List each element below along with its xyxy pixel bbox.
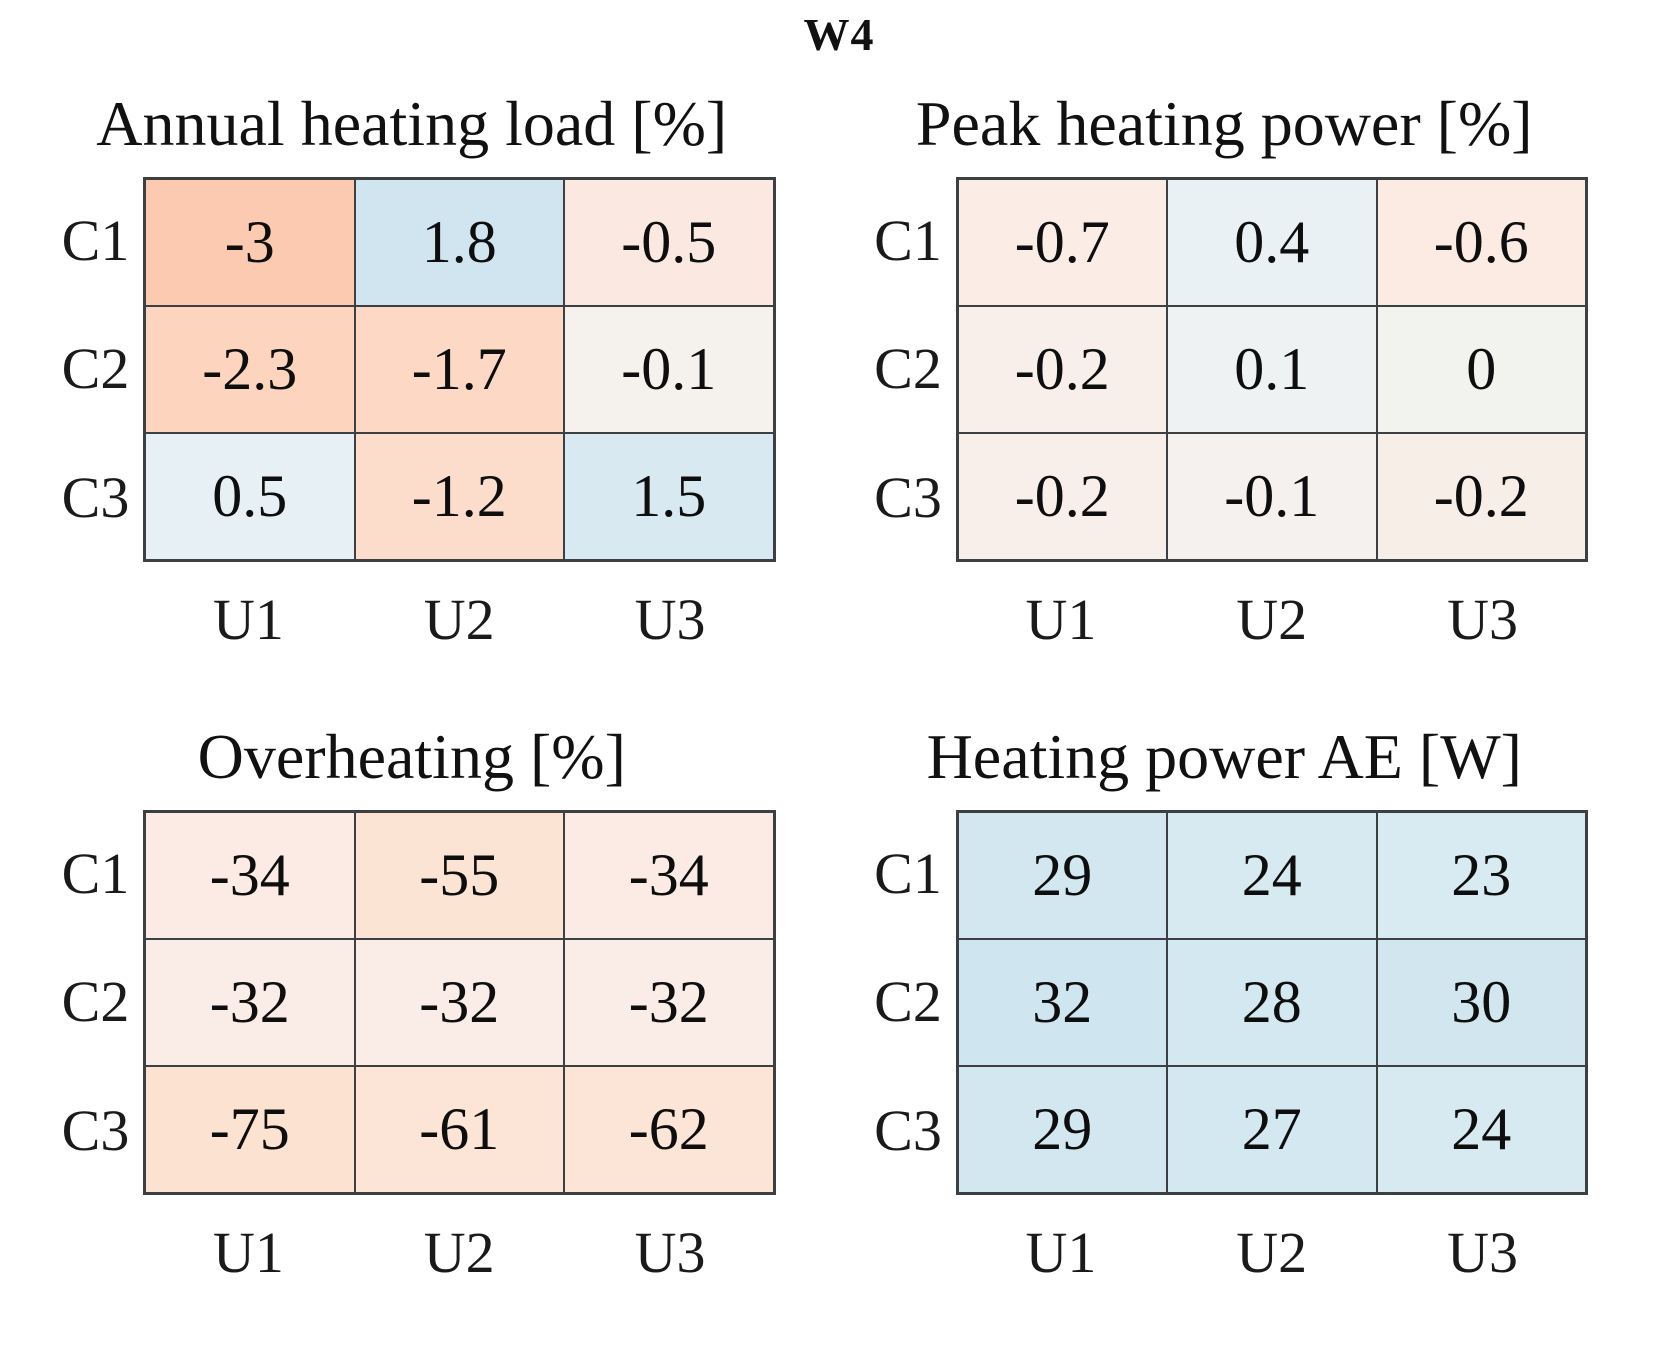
heatmap-grid: -3 1.8 -0.5 -2.3 -1.7 -0.1 0.5 -1.2 1.5	[143, 177, 776, 562]
heatmap-cell-c1-u2: 0.4	[1168, 180, 1376, 305]
heatmap-cell-c1-u2: 1.8	[355, 180, 563, 305]
heatmap-cell-c3-u1: -75	[146, 1067, 354, 1192]
panel-title-heating-power-ae: Heating power AE [W]	[926, 721, 1522, 792]
heatmap-cell-c1-u2: -55	[355, 813, 563, 938]
corner-spacer	[48, 562, 143, 668]
heatmap-cell-c2-u1: -0.2	[958, 307, 1166, 432]
heatmap-cell-c1-u3: -34	[565, 813, 773, 938]
heatmap-grid: -34 -55 -34 -32 -32 -32 -75 -61 -62	[143, 810, 776, 1195]
heatmap-cell-c3-u2: -0.1	[1168, 434, 1376, 559]
col-label-u2: U2	[423, 587, 495, 652]
col-label-u1: U1	[1025, 1220, 1097, 1285]
row-label-c3: C3	[874, 1097, 942, 1163]
panel-title-annual-heating-load: Annual heating load [%]	[96, 88, 728, 159]
figure-title: W4	[803, 9, 875, 60]
row-label-c2: C2	[61, 336, 130, 402]
col-label-u1: U1	[1025, 587, 1097, 652]
panel-annual-heating-load: Annual heating load [%] C1 C2 C3 -3 1.8 …	[48, 87, 776, 668]
row-label-c3: C3	[874, 464, 942, 530]
heatmap-cell-c3-u2: -1.2	[355, 434, 563, 559]
col-label-u3: U3	[1447, 587, 1519, 652]
panel-heating-power-ae: Heating power AE [W] C1 C2 C3 29 24 23 3…	[861, 720, 1589, 1301]
heatmap-cell-c2-u1: -2.3	[146, 307, 354, 432]
row-label-c2: C2	[874, 969, 942, 1035]
heatmap-cell-c2-u2: 0.1	[1168, 307, 1376, 432]
corner-spacer	[861, 562, 956, 668]
heatmap-cell-c3-u3: -0.2	[1377, 434, 1585, 559]
heatmap-cell-c2-u2: -32	[355, 940, 563, 1065]
heatmap-grid: 29 24 23 32 28 30 29 27 24	[955, 810, 1588, 1195]
panel-peak-heating-power: Peak heating power [%] C1 C2 C3 -0.7 0.4…	[861, 87, 1589, 668]
row-label-c2: C2	[874, 336, 942, 402]
heatmap-cell-c2-u3: -0.1	[565, 307, 773, 432]
heatmap-cell-c1-u3: -0.5	[565, 180, 773, 305]
heatmap-cell-c3-u3: 24	[1377, 1067, 1585, 1192]
row-label-c2: C2	[61, 969, 130, 1035]
heatmap-cell-c3-u3: 1.5	[565, 434, 773, 559]
heatmap-cell-c2-u3: 0	[1377, 307, 1585, 432]
col-labels: U1 U2 U3	[956, 1195, 1589, 1301]
heatmap-cell-c1-u1: -0.7	[958, 180, 1166, 305]
row-label-c1: C1	[874, 208, 942, 274]
col-label-u1: U1	[212, 1220, 284, 1285]
heatmap-peak-heating-power: C1 C2 C3 -0.7 0.4 -0.6 -0.2 0.1 0 -0.2 -…	[861, 177, 1589, 668]
heatmap-cell-c2-u2: -1.7	[355, 307, 563, 432]
corner-spacer	[48, 1195, 143, 1301]
row-label-c3: C3	[61, 1097, 130, 1163]
heatmap-cell-c1-u3: -0.6	[1377, 180, 1585, 305]
col-label-u3: U3	[1447, 1220, 1519, 1285]
row-label-c1: C1	[874, 841, 942, 907]
heatmap-cell-c2-u1: 32	[958, 940, 1166, 1065]
heatmap-cell-c1-u1: -34	[146, 813, 354, 938]
heatmap-cell-c3-u1: 29	[958, 1067, 1166, 1192]
row-labels: C1 C2 C3	[48, 810, 143, 1195]
row-labels: C1 C2 C3	[861, 177, 956, 562]
heatmap-cell-c1-u3: 23	[1377, 813, 1585, 938]
panels-grid: Annual heating load [%] C1 C2 C3 -3 1.8 …	[0, 87, 1678, 1301]
col-labels: U1 U2 U3	[143, 562, 776, 668]
col-label-u3: U3	[634, 587, 706, 652]
row-label-c3: C3	[61, 464, 130, 530]
row-labels: C1 C2 C3	[48, 177, 143, 562]
heatmap-cell-c1-u1: 29	[958, 813, 1166, 938]
heatmap-cell-c2-u1: -32	[146, 940, 354, 1065]
panel-title-overheating: Overheating [%]	[197, 721, 626, 792]
heatmap-cell-c1-u1: -3	[146, 180, 354, 305]
heatmap-overheating: C1 C2 C3 -34 -55 -34 -32 -32 -32 -75 -61…	[48, 810, 776, 1301]
heatmap-annual-heating-load: C1 C2 C3 -3 1.8 -0.5 -2.3 -1.7 -0.1 0.5 …	[48, 177, 776, 668]
heatmap-heating-power-ae: C1 C2 C3 29 24 23 32 28 30 29 27 24	[861, 810, 1589, 1301]
heatmap-cell-c2-u3: -32	[565, 940, 773, 1065]
col-label-u2: U2	[1236, 587, 1308, 652]
heatmap-cell-c3-u1: -0.2	[958, 434, 1166, 559]
col-label-u1: U1	[212, 587, 284, 652]
row-label-c1: C1	[61, 841, 130, 907]
col-labels: U1 U2 U3	[956, 562, 1589, 668]
col-labels: U1 U2 U3	[143, 1195, 776, 1301]
col-label-u3: U3	[634, 1220, 706, 1285]
panel-title-peak-heating-power: Peak heating power [%]	[915, 88, 1533, 159]
heatmap-cell-c3-u2: -61	[355, 1067, 563, 1192]
heatmap-cell-c2-u2: 28	[1168, 940, 1376, 1065]
panel-overheating: Overheating [%] C1 C2 C3 -34 -55 -34 -32…	[48, 720, 776, 1301]
heatmap-cell-c1-u2: 24	[1168, 813, 1376, 938]
col-label-u2: U2	[423, 1220, 495, 1285]
heatmap-cell-c3-u1: 0.5	[146, 434, 354, 559]
heatmap-cell-c3-u3: -62	[565, 1067, 773, 1192]
row-label-c1: C1	[61, 208, 130, 274]
heatmap-grid: -0.7 0.4 -0.6 -0.2 0.1 0 -0.2 -0.1 -0.2	[955, 177, 1588, 562]
heatmap-cell-c2-u3: 30	[1377, 940, 1585, 1065]
heatmap-cell-c3-u2: 27	[1168, 1067, 1376, 1192]
col-label-u2: U2	[1236, 1220, 1308, 1285]
corner-spacer	[861, 1195, 956, 1301]
row-labels: C1 C2 C3	[861, 810, 956, 1195]
